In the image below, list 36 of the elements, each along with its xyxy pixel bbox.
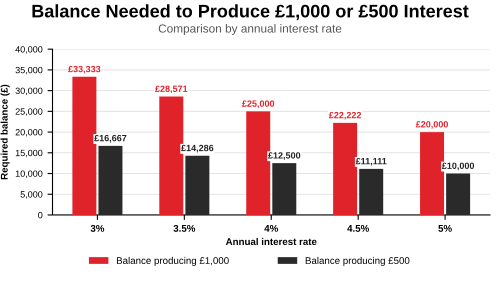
y-tick-label: 5,000	[20, 191, 42, 199]
data-label: £28,571	[155, 86, 188, 94]
x-tick-label: 4%	[264, 224, 278, 232]
bar	[272, 163, 296, 215]
x-axis-title: Annual interest rate	[226, 238, 317, 246]
data-label: £20,000	[416, 121, 448, 129]
y-tick-label: 40,000	[15, 46, 42, 54]
y-tick-label: 15,000	[16, 150, 42, 158]
x-tick-label: 4.5%	[347, 224, 369, 232]
data-label: £25,000	[242, 100, 274, 108]
bar	[333, 122, 358, 215]
legend-label: Balance producing £500	[306, 256, 410, 266]
y-tick-label: 20,000	[16, 129, 42, 136]
data-label: £14,286	[181, 144, 214, 152]
legend-label: Balance producing £1,000	[116, 256, 229, 266]
bar	[446, 174, 470, 215]
x-tick-label: 3.5%	[173, 224, 196, 232]
bar	[98, 146, 122, 215]
data-label: £12,500	[268, 152, 300, 160]
chart-title: Balance Needed to Produce £1,000 or £500 Interest	[32, 4, 469, 20]
data-label: £11,111	[356, 158, 387, 166]
y-axis-title: Required balance (£)	[0, 84, 10, 180]
x-tick-label: 3%	[90, 224, 104, 232]
y-tick-label: 30,000	[16, 88, 42, 96]
data-label: £10,000	[442, 162, 474, 170]
data-label: £33,333	[68, 66, 100, 74]
y-tick-label: 0	[38, 212, 42, 218]
data-label: £22,222	[328, 112, 362, 120]
x-tick-label: 5%	[438, 224, 452, 232]
bar	[359, 168, 384, 215]
y-tick-label: 35,000	[16, 66, 42, 74]
data-label: £16,667	[94, 134, 126, 143]
bar	[185, 156, 210, 215]
y-tick-label: 25,000	[16, 108, 42, 116]
y-tick-label: 10,000	[16, 170, 42, 178]
chart-subtitle: Comparison by annual interest rate	[158, 24, 342, 36]
